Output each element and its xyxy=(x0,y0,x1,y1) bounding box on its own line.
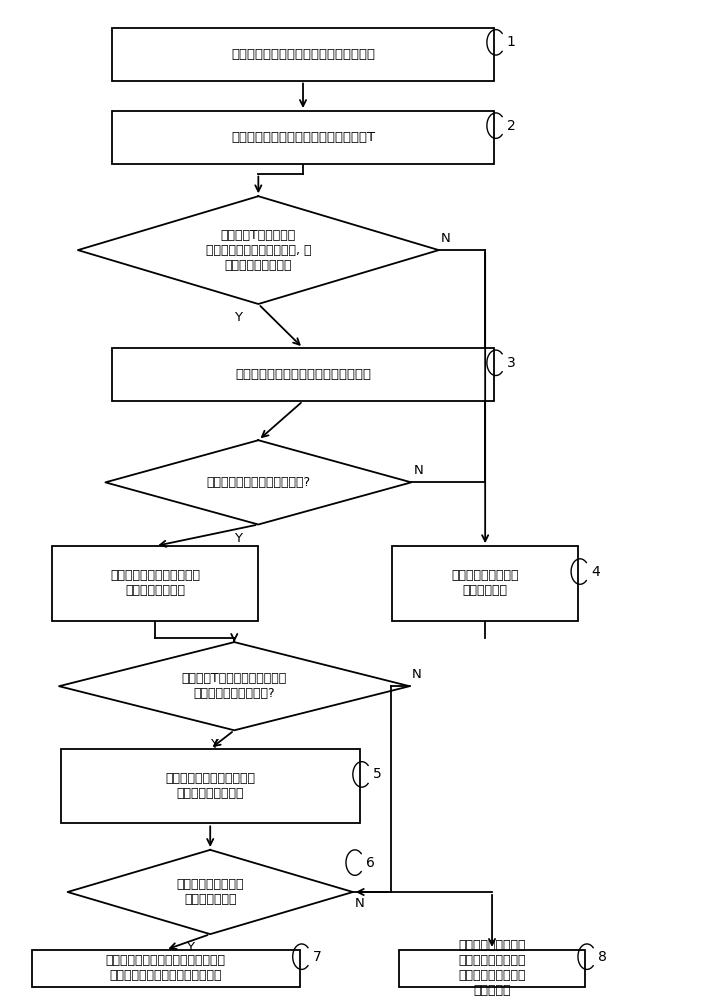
Text: N: N xyxy=(412,668,421,681)
Text: N: N xyxy=(355,897,364,910)
Text: 判定电压波形变化为
内部故障导致: 判定电压波形变化为 内部故障导致 xyxy=(451,569,519,597)
Text: 判定静止无功补偿器
故障的故障源为静止
无功补偿器异常相的
电抗器本体: 判定静止无功补偿器 故障的故障源为静止 无功补偿器异常相的 电抗器本体 xyxy=(458,939,526,997)
Text: 获取静止无功补偿器故障期间的录波波形: 获取静止无功补偿器故障期间的录波波形 xyxy=(231,48,375,61)
Text: 6: 6 xyxy=(366,856,374,870)
Bar xyxy=(61,749,359,823)
Text: 时间节点T时刻前后的
电压波形是否存在明显变化, 且
与电流异常的相一致: 时间节点T时刻前后的 电压波形是否存在明显变化, 且 与电流异常的相一致 xyxy=(205,229,311,272)
Text: Y: Y xyxy=(185,941,193,954)
Text: Y: Y xyxy=(233,532,242,545)
Bar xyxy=(52,546,258,621)
Bar xyxy=(112,348,494,401)
Text: 4: 4 xyxy=(591,565,600,579)
Bar xyxy=(392,546,578,621)
Text: Y: Y xyxy=(210,738,218,751)
Bar xyxy=(32,950,299,987)
Text: N: N xyxy=(413,464,423,477)
Bar xyxy=(112,28,494,81)
Bar xyxy=(112,111,494,164)
Text: 时间节点T时刻前后的电流波形
是否三相同时出现异常?: 时间节点T时刻前后的电流波形 是否三相同时出现异常? xyxy=(182,672,287,700)
Text: 8: 8 xyxy=(598,950,606,964)
Text: 1: 1 xyxy=(507,35,516,49)
Text: 5: 5 xyxy=(373,767,382,781)
Text: 判定静止无功补偿器故障的
故障源为外部故障: 判定静止无功补偿器故障的 故障源为外部故障 xyxy=(110,569,200,597)
Text: Y: Y xyxy=(233,311,242,324)
Text: 3: 3 xyxy=(507,356,516,370)
Text: 找出电流波形出现明显异常的时间节点T: 找出电流波形出现明显异常的时间节点T xyxy=(231,131,375,144)
Text: 判定静止无功补偿器故障的
故障源为主环节故障: 判定静止无功补偿器故障的 故障源为主环节故障 xyxy=(165,772,255,800)
Text: 电压波形变化为外部故障导致?: 电压波形变化为外部故障导致? xyxy=(206,476,311,489)
Text: 2: 2 xyxy=(507,119,516,133)
Bar xyxy=(400,950,585,987)
Text: 判定故障源为静止无功补偿器异常相
的晶闸管阀组或异常相的锁相环节: 判定故障源为静止无功补偿器异常相 的晶闸管阀组或异常相的锁相环节 xyxy=(105,954,226,982)
Text: N: N xyxy=(441,232,450,245)
Text: 调查电压波形变化是否由外部故障导致: 调查电压波形变化是否由外部故障导致 xyxy=(235,368,371,381)
Text: 7: 7 xyxy=(313,950,321,964)
Text: 电流波形异常是由于
触发角变化引起: 电流波形异常是由于 触发角变化引起 xyxy=(176,878,244,906)
